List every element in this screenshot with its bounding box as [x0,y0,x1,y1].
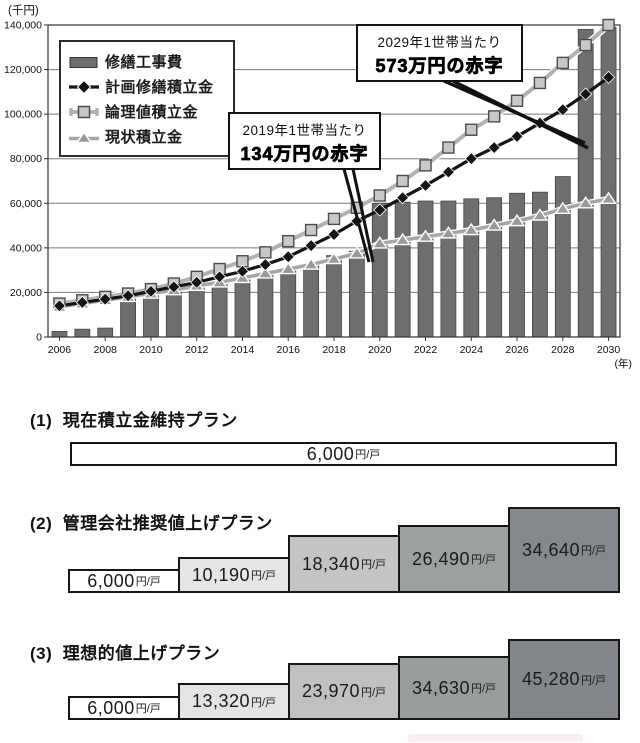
plan3-step-2: 13,320 円/戸 [178,683,290,720]
legend-label: 修繕工事費 [105,54,183,71]
step-amount: 23,970 [301,681,360,701]
annotation-leader-lines [342,79,589,263]
step-unit: 円/戸 [135,703,161,715]
step-amount: 6,000 [87,570,135,591]
annotation-deficit-line: 134万円の赤字 [240,144,369,165]
legend-item-theoretical-reserve: 論理値積立金 [69,99,225,124]
step-unit: 円/戸 [355,449,381,461]
step-amount: 6,000 [306,443,355,464]
svg-text:100,000: 100,000 [4,109,42,121]
chart-canvas: 0 20,000 40,000 60,000 80,000 100,000 120,000 1… [4,4,632,370]
plan3-step-4: 34,630 円/戸 [398,656,510,720]
square-marker-icon [69,105,99,119]
svg-text:2014: 2014 [231,344,255,356]
plan2-step-3: 18,340 円/戸 [288,535,400,593]
legend-item-repair-cost: 修繕工事費 [69,49,225,74]
plan2-step-5: 34,640 円/戸 [508,507,620,593]
step-unit: 円/戸 [471,554,497,566]
triangle-marker-icon [69,130,99,144]
svg-text:20,000: 20,000 [10,287,42,299]
step-amount: 45,280 [521,669,580,689]
legend-item-planned-reserve: 計画修繕積立金 [69,74,225,99]
legend-label: 計画修繕積立金 [105,79,214,96]
legend-label: 現状積立金 [105,129,183,146]
step-unit: 円/戸 [251,570,277,582]
plan3-step-5: 45,280 円/戸 [508,639,620,720]
svg-text:2022: 2022 [414,344,438,356]
legend-label: 論理値積立金 [105,104,199,121]
plan1-title: (1) 現在積立金維持プラン [30,411,238,430]
svg-text:2024: 2024 [460,344,484,356]
svg-text:2010: 2010 [139,344,163,356]
step-unit: 円/戸 [361,686,387,699]
plan3-step-3: 23,970 円/戸 [288,663,400,720]
svg-text:2008: 2008 [94,344,118,356]
svg-text:120,000: 120,000 [4,64,42,76]
svg-text:0: 0 [36,332,42,344]
step-amount: 34,640 [521,539,580,560]
plan1-step-1: 6,000 円/戸 [70,442,617,466]
plan2-step-1: 6,000 円/戸 [68,569,180,593]
x-tick-labels: 2006 2008 2010 2012 2014 2016 2018 2020 2022 2024… [48,337,632,370]
svg-text:40,000: 40,000 [10,242,42,254]
annotation-year-line: 2029年1世帯当たり [377,35,502,50]
svg-text:2028: 2028 [551,344,575,356]
y-axis-title: (千円) [8,4,39,17]
step-unit: 円/戸 [581,545,607,557]
svg-text:80,000: 80,000 [10,153,42,165]
step-amount: 6,000 [87,697,135,718]
plan2-step-4: 26,490 円/戸 [398,525,510,593]
diamond-marker-icon [69,79,99,94]
svg-text:140,000: 140,000 [4,20,42,32]
bottom-page-edge-artifact [408,734,583,742]
bar-swatch-icon [69,55,99,69]
plan3-steps: 6,000 円/戸 13,320 円/戸 23,970 円/戸 34,630 円/戸 45,28… [68,639,620,720]
annotation-deficit-line: 573万円の赤字 [375,56,504,77]
step-unit: 円/戸 [581,674,607,687]
step-amount: 26,490 [411,548,470,569]
step-unit: 円/戸 [135,576,161,588]
step-unit: 円/戸 [361,559,387,571]
svg-text:2018: 2018 [322,344,346,356]
plan1-steps: 6,000 円/戸 [70,442,617,466]
step-amount: 18,340 [301,553,360,574]
x-axis-title: (年) [615,357,633,370]
svg-text:2016: 2016 [277,344,301,356]
step-amount: 13,320 [191,691,250,711]
plan3-title: (3) 理想的値上げプラン [30,644,221,663]
repair-fund-chart: 0 20,000 40,000 60,000 80,000 100,000 120,000 1… [4,4,632,370]
svg-text:60,000: 60,000 [10,198,42,210]
step-amount: 34,630 [411,677,470,698]
step-unit: 円/戸 [251,696,277,709]
svg-text:2012: 2012 [185,344,209,356]
plan2-step-2: 10,190 円/戸 [178,557,290,593]
plan2-title: (2) 管理会社推奨値上げプラン [30,514,273,533]
plan2-steps: 6,000 円/戸 10,190 円/戸 18,340 円/戸 26,490 円/戸 34,64… [68,507,620,593]
step-amount: 10,190 [191,564,250,585]
step-unit: 円/戸 [471,683,497,695]
svg-text:2020: 2020 [368,344,392,356]
annotation-year-line: 2019年1世帯当たり [242,123,367,138]
annotation-2019-deficit: 2019年1世帯当たり 134万円の赤字 [228,112,381,170]
legend-item-current-reserve: 現状積立金 [69,124,225,149]
svg-text:2030: 2030 [597,344,621,356]
plan3-step-1: 6,000 円/戸 [68,696,180,720]
svg-text:2006: 2006 [48,344,72,356]
annotation-2029-deficit: 2029年1世帯当たり 573万円の赤字 [356,24,523,82]
svg-text:2026: 2026 [505,344,529,356]
chart-legend: 修繕工事費 計画修繕積立金 論理値積立金 現状積立金 [59,40,235,157]
